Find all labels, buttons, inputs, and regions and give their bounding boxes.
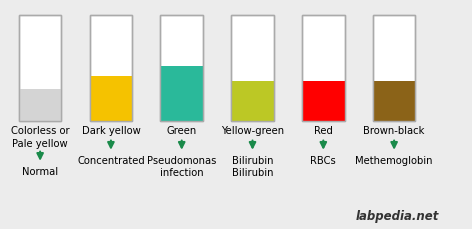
Text: Green: Green [167, 126, 197, 136]
Bar [90, 16, 132, 121]
Text: Brown-black: Brown-black [363, 126, 425, 136]
Text: Bilirubin
Bilirubin: Bilirubin Bilirubin [232, 155, 273, 177]
Bar [90, 77, 132, 121]
Text: Concentrated: Concentrated [77, 155, 145, 165]
Bar [90, 16, 132, 121]
Text: Normal: Normal [22, 166, 58, 176]
Bar [160, 16, 203, 121]
Text: Red: Red [314, 126, 333, 136]
Bar [373, 81, 415, 121]
Text: RBCs: RBCs [311, 155, 336, 165]
Text: Methemoglobin: Methemoglobin [355, 155, 433, 165]
Text: Pseudomonas
infection: Pseudomonas infection [147, 155, 216, 177]
Text: Yellow-green: Yellow-green [221, 126, 284, 136]
Bar [302, 16, 345, 121]
Bar [231, 16, 274, 121]
Text: labpedia.net: labpedia.net [355, 209, 439, 222]
Bar [302, 16, 345, 121]
Bar [231, 16, 274, 121]
Bar [160, 16, 203, 121]
Bar [373, 16, 415, 121]
Bar [19, 16, 61, 121]
Text: Colorless or
Pale yellow: Colorless or Pale yellow [11, 126, 69, 148]
Bar [160, 67, 203, 121]
Bar [19, 16, 61, 121]
Text: Dark yellow: Dark yellow [82, 126, 140, 136]
Bar [373, 16, 415, 121]
Bar [302, 81, 345, 121]
Bar [231, 81, 274, 121]
Bar [19, 90, 61, 121]
